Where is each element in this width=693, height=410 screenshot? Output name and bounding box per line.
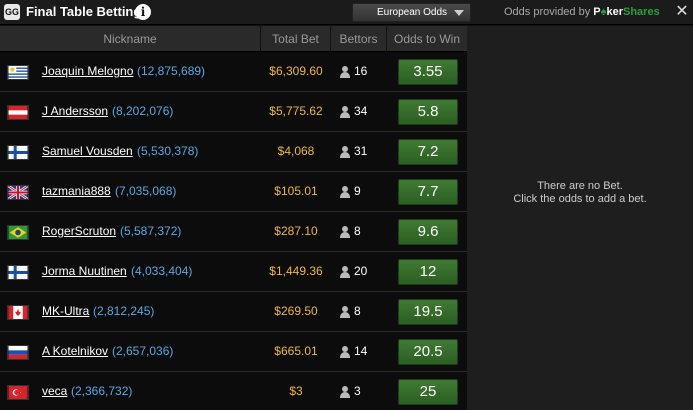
- finland-flag-icon: [7, 265, 29, 280]
- person-icon: [340, 186, 350, 198]
- austria-flag-icon: [7, 105, 29, 120]
- russia-flag-icon: [7, 345, 29, 360]
- bettors-count: 20: [354, 264, 368, 278]
- betting-table: Nickname Total Bet Bettors Odds to Win J…: [0, 26, 467, 410]
- total-bet-value: $1,449.36: [269, 264, 323, 278]
- person-icon: [340, 306, 350, 318]
- total-bet-value: $105.01: [274, 184, 318, 198]
- bettors-count: 3: [354, 384, 361, 398]
- odds-to-win-button[interactable]: 7.2: [398, 139, 458, 165]
- empty-bet-line-2: Click the odds to add a bet.: [513, 193, 647, 205]
- provider-brand-ker: ker: [606, 6, 623, 18]
- bettors-count: 34: [354, 104, 368, 118]
- odds-format-value: European Odds: [377, 7, 448, 18]
- empty-bet-line-1: There are no Bet.: [537, 180, 623, 192]
- total-bet-value: $5,775.62: [269, 104, 323, 118]
- odds-provider-credit: Odds provided by P♠kerShares: [504, 6, 660, 18]
- bet-slip-panel: There are no Bet. Click the odds to add …: [467, 26, 693, 410]
- bettors-count: 14: [354, 344, 368, 358]
- canada-flag-icon: [7, 305, 29, 320]
- person-icon: [340, 146, 350, 158]
- close-icon[interactable]: ✕: [675, 3, 689, 20]
- odds-to-win-button[interactable]: 20.5: [398, 339, 458, 365]
- player-nickname-link[interactable]: A Kotelnikov: [42, 344, 109, 358]
- turkey-flag-icon: [7, 385, 29, 400]
- table-row: veca (2,366,732) $3 3 25: [0, 372, 467, 410]
- total-bet-value: $269.50: [274, 304, 318, 318]
- provider-prefix: Odds provided by: [504, 6, 591, 18]
- table-row: Jorma Nuutinen (4,033,404) $1,449.36 20 12: [0, 252, 467, 292]
- player-nickname-link[interactable]: RogerScruton: [42, 224, 117, 238]
- odds-to-win-button[interactable]: 19.5: [398, 299, 458, 325]
- person-icon: [340, 226, 350, 238]
- person-icon: [340, 266, 350, 278]
- table-row: J Andersson (8,202,076) $5,775.62 34 5.8: [0, 92, 467, 132]
- brazil-flag-icon: [7, 225, 29, 240]
- provider-brand-p: P: [593, 6, 601, 18]
- uruguay-flag-icon: [7, 65, 29, 80]
- table-row: Joaquin Melogno (12,875,689) $6,309.60 16 3.…: [0, 52, 467, 92]
- person-icon: [340, 66, 350, 78]
- total-bet-value: $287.10: [274, 224, 318, 238]
- table-row: MK-Ultra (2,812,245) $269.50 8 19.5: [0, 292, 467, 332]
- player-nickname-link[interactable]: veca: [42, 384, 68, 398]
- player-nickname-link[interactable]: J Andersson: [42, 104, 109, 118]
- header-bettors: Bettors: [331, 26, 387, 52]
- player-nickname-link[interactable]: Samuel Vousden: [42, 144, 133, 158]
- total-bet-value: $3: [289, 384, 303, 398]
- player-chip-count: (5,530,378): [137, 144, 199, 158]
- info-icon[interactable]: i: [135, 4, 151, 20]
- odds-format-select[interactable]: European Odds: [352, 3, 471, 22]
- person-icon: [340, 106, 350, 118]
- finland-flag-icon: [7, 145, 29, 160]
- player-chip-count: (12,875,689): [137, 64, 206, 78]
- bettors-count: 31: [354, 144, 368, 158]
- odds-to-win-button[interactable]: 5.8: [398, 99, 458, 125]
- chevron-down-icon: [454, 10, 464, 16]
- odds-to-win-button[interactable]: 25: [398, 379, 458, 405]
- table-row: tazmania888 (7,035,068) $105.01 9 7.7: [0, 172, 467, 212]
- player-chip-count: (7,035,068): [115, 184, 177, 198]
- table-row: A Kotelnikov (2,657,036) $665.01 14 20.5: [0, 332, 467, 372]
- table-header: Nickname Total Bet Bettors Odds to Win: [0, 26, 467, 52]
- player-chip-count: (2,366,732): [71, 384, 133, 398]
- bettors-count: 8: [354, 224, 361, 238]
- person-icon: [340, 386, 350, 398]
- odds-to-win-button[interactable]: 7.7: [398, 179, 458, 205]
- table-row: Samuel Vousden (5,530,378) $4,068 31 7.2: [0, 132, 467, 172]
- bettors-count: 9: [354, 184, 361, 198]
- header-total-bet: Total Bet: [261, 26, 331, 52]
- person-icon: [340, 346, 350, 358]
- player-chip-count: (5,587,372): [120, 224, 182, 238]
- uk-flag-icon: [7, 185, 29, 200]
- empty-bet-message: There are no Bet. Click the odds to add …: [467, 180, 693, 206]
- player-chip-count: (8,202,076): [112, 104, 174, 118]
- app-logo-icon: GG: [4, 4, 20, 20]
- header-odds-to-win: Odds to Win: [393, 32, 461, 46]
- bettors-count: 16: [354, 64, 368, 78]
- player-chip-count: (4,033,404): [131, 264, 193, 278]
- odds-to-win-button[interactable]: 12: [398, 259, 458, 285]
- header-nickname: Nickname: [0, 26, 261, 52]
- total-bet-value: $6,309.60: [269, 64, 323, 78]
- total-bet-value: $4,068: [277, 144, 315, 158]
- total-bet-value: $665.01: [274, 344, 318, 358]
- title-bar: GG Final Table Betting i European Odds O…: [0, 0, 693, 25]
- player-nickname-link[interactable]: Jorma Nuutinen: [42, 264, 127, 278]
- spade-icon: ♠: [600, 6, 607, 18]
- bettors-count: 8: [354, 304, 361, 318]
- player-nickname-link[interactable]: Joaquin Melogno: [42, 64, 134, 78]
- odds-to-win-button[interactable]: 9.6: [398, 219, 458, 245]
- player-nickname-link[interactable]: tazmania888: [42, 184, 111, 198]
- player-nickname-link[interactable]: MK-Ultra: [42, 304, 90, 318]
- table-row: RogerScruton (5,587,372) $287.10 8 9.6: [0, 212, 467, 252]
- window-title: Final Table Betting: [26, 4, 142, 19]
- provider-brand-shares: Shares: [623, 6, 660, 18]
- odds-to-win-button[interactable]: 3.55: [398, 59, 458, 85]
- player-chip-count: (2,657,036): [112, 344, 174, 358]
- player-chip-count: (2,812,245): [93, 304, 155, 318]
